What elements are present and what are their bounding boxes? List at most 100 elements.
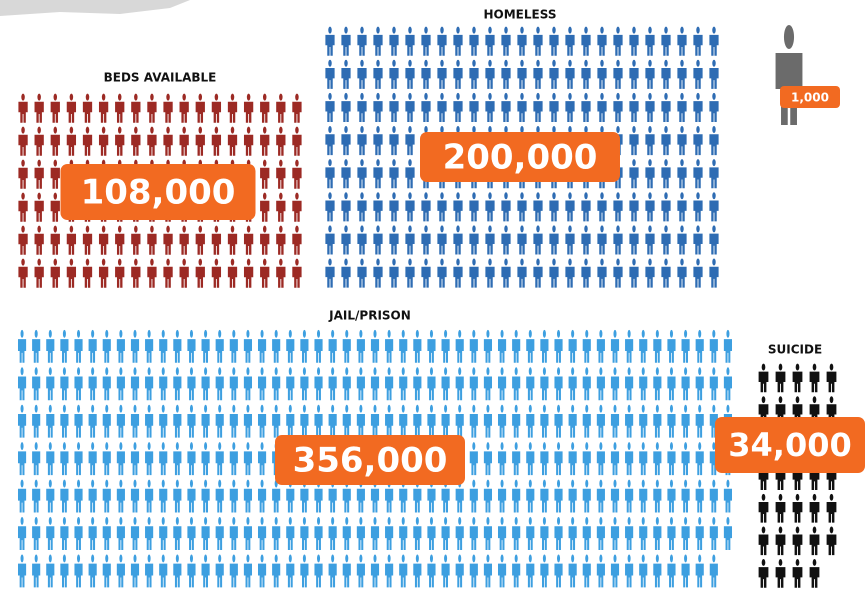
person-icon bbox=[483, 404, 493, 438]
person-icon bbox=[314, 554, 323, 588]
person-icon bbox=[314, 517, 323, 550]
person-icon bbox=[501, 258, 511, 288]
person-icon bbox=[645, 192, 655, 222]
person-icon bbox=[243, 554, 253, 588]
person-icon bbox=[32, 367, 41, 401]
person-icon bbox=[147, 258, 157, 288]
person-icon bbox=[613, 258, 623, 288]
person-icon bbox=[540, 479, 549, 513]
person-icon bbox=[399, 367, 408, 401]
person-icon bbox=[501, 225, 511, 255]
person-icon bbox=[723, 479, 733, 513]
person-icon bbox=[195, 225, 205, 255]
person-icon bbox=[405, 59, 415, 89]
person-icon bbox=[357, 258, 367, 288]
person-icon bbox=[159, 404, 168, 438]
person-icon bbox=[565, 26, 575, 56]
person-icon bbox=[145, 442, 154, 476]
person-icon bbox=[74, 517, 83, 550]
person-icon bbox=[325, 192, 335, 222]
person-icon bbox=[257, 404, 267, 438]
person-icon bbox=[629, 92, 639, 123]
person-icon bbox=[775, 461, 786, 491]
person-icon bbox=[597, 258, 607, 288]
person-icon bbox=[441, 329, 450, 363]
person-icon bbox=[389, 126, 399, 156]
person-icon bbox=[610, 329, 620, 363]
person-icon bbox=[596, 479, 605, 513]
person-icon bbox=[286, 479, 295, 513]
person-icon bbox=[610, 404, 620, 438]
person-icon bbox=[565, 258, 575, 288]
person-icon bbox=[455, 479, 464, 513]
person-icon bbox=[260, 192, 270, 222]
person-icon bbox=[389, 159, 399, 189]
person-icon bbox=[582, 517, 591, 550]
person-icon bbox=[497, 442, 507, 476]
person-icon bbox=[17, 367, 27, 401]
person-icon bbox=[565, 59, 575, 89]
person-icon bbox=[526, 404, 535, 438]
person-icon bbox=[173, 367, 182, 401]
person-icon bbox=[695, 554, 704, 588]
person-icon bbox=[809, 559, 820, 588]
person-icon bbox=[243, 258, 254, 288]
person-icon bbox=[681, 554, 690, 588]
person-icon bbox=[596, 404, 605, 438]
person-icon bbox=[88, 367, 97, 401]
person-icon bbox=[272, 554, 281, 588]
person-icon bbox=[229, 517, 238, 550]
person-icon bbox=[645, 225, 655, 255]
group-label: HOMELESS bbox=[484, 8, 557, 22]
person-icon bbox=[610, 442, 620, 476]
person-icon bbox=[596, 329, 605, 363]
person-icon bbox=[211, 93, 222, 123]
person-icon bbox=[469, 59, 479, 89]
person-icon bbox=[549, 92, 559, 123]
person-icon bbox=[328, 517, 337, 550]
person-icon bbox=[130, 554, 140, 588]
person-icon bbox=[357, 192, 367, 222]
person-icon bbox=[581, 26, 591, 56]
person-icon bbox=[405, 225, 415, 255]
person-icon bbox=[147, 126, 157, 156]
person-icon bbox=[469, 479, 478, 513]
person-icon bbox=[66, 258, 77, 288]
person-icon bbox=[485, 258, 495, 288]
person-icon bbox=[276, 126, 286, 156]
person-icon bbox=[613, 26, 623, 56]
person-icon bbox=[179, 126, 189, 156]
person-icon bbox=[187, 367, 196, 401]
person-icon bbox=[469, 258, 479, 288]
person-icon bbox=[18, 225, 28, 255]
person-icon bbox=[314, 329, 323, 363]
person-icon bbox=[145, 404, 154, 438]
person-icon bbox=[629, 159, 639, 189]
person-icon bbox=[373, 26, 383, 56]
person-icon bbox=[413, 517, 422, 550]
person-icon bbox=[34, 225, 44, 255]
person-icon bbox=[441, 404, 450, 438]
person-icon bbox=[565, 225, 575, 255]
person-icon bbox=[437, 192, 447, 222]
person-icon bbox=[453, 225, 463, 255]
person-icon bbox=[554, 517, 563, 550]
person-icon bbox=[653, 554, 662, 588]
person-icon bbox=[693, 126, 703, 156]
person-icon bbox=[405, 258, 415, 288]
person-icon bbox=[554, 404, 563, 438]
person-icon bbox=[625, 479, 634, 513]
person-icon bbox=[187, 517, 196, 550]
person-icon bbox=[469, 517, 478, 550]
person-icon bbox=[413, 479, 422, 513]
person-icon bbox=[201, 554, 210, 588]
person-icon bbox=[453, 92, 463, 123]
person-icon bbox=[357, 159, 367, 189]
person-icon bbox=[227, 93, 238, 123]
person-icon bbox=[211, 225, 222, 255]
person-icon bbox=[82, 225, 93, 255]
person-icon bbox=[497, 479, 507, 513]
person-icon bbox=[32, 554, 41, 588]
person-icon bbox=[517, 258, 527, 288]
